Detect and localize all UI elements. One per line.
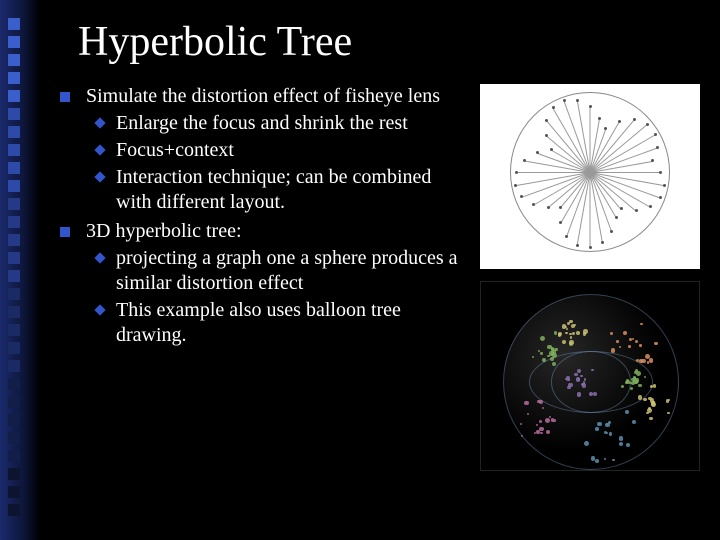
- bullet-item: Simulate the distortion effect of fishey…: [86, 84, 470, 215]
- sub-bullet: Enlarge the focus and shrink the rest: [116, 111, 470, 136]
- bullet-item: 3D hyperbolic tree: projecting a graph o…: [86, 219, 470, 348]
- slide: Hyperbolic Tree Simulate the distortion …: [0, 0, 720, 540]
- bullet-text: 3D hyperbolic tree:: [86, 220, 242, 242]
- figure-hyperbolic-3d: [480, 281, 700, 471]
- sub-bullet: projecting a graph one a sphere produces…: [116, 246, 470, 296]
- sub-bullet: Interaction technique; can be combined w…: [116, 165, 470, 215]
- sub-bullet: Focus+context: [116, 138, 470, 163]
- slide-content: Simulate the distortion effect of fishey…: [0, 66, 720, 471]
- figure-hyperbolic-2d: [480, 84, 700, 269]
- image-column: [470, 84, 702, 471]
- bullet-column: Simulate the distortion effect of fishey…: [40, 84, 470, 471]
- bullet-text: Simulate the distortion effect of fishey…: [86, 85, 440, 107]
- slide-title: Hyperbolic Tree: [0, 0, 720, 66]
- sub-bullet: This example also uses balloon tree draw…: [116, 298, 470, 348]
